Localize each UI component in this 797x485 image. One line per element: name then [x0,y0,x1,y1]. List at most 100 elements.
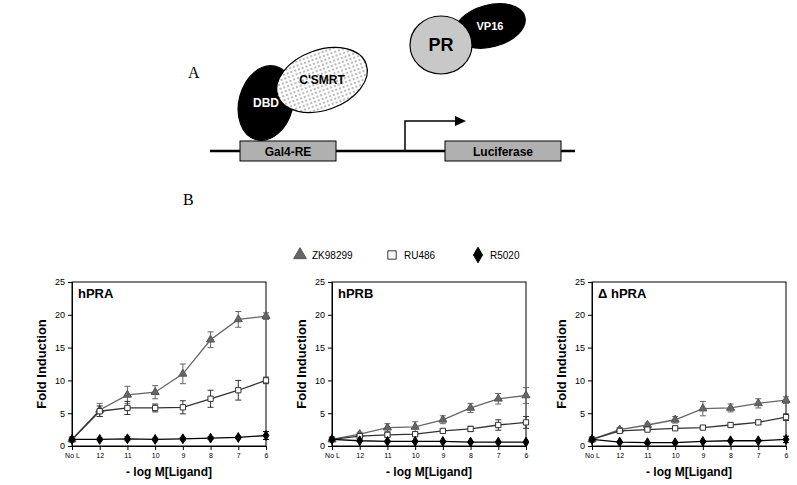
error-bar [468,426,474,431]
error-bar-cap [235,311,241,312]
x-tick-label: 10 [672,452,680,459]
series-marker [123,390,131,397]
x-tick: 8 [469,446,473,459]
x-tick-mark [471,446,472,450]
y-tick-mark [68,413,72,414]
y-tick: 0 [60,441,72,451]
y-tick-label: 5 [60,409,65,419]
series-marker [756,420,761,425]
y-axis: 0510152025 [315,277,333,451]
y-tick-mark [328,315,332,316]
y-tick-label: 20 [315,310,325,320]
x-tick-mark [675,446,676,450]
plot-data [68,311,270,444]
series-marker [179,369,187,376]
error-bar-cap [523,416,529,417]
y-tick-mark [588,380,592,381]
series-marker [180,405,185,410]
series-marker [467,403,475,410]
x-tick-label: 7 [497,452,501,459]
legend-marker [474,247,483,263]
x-tick-label: 6 [265,452,269,459]
series-marker [782,395,790,402]
y-tick-label: 10 [55,376,65,386]
x-tick-label: 11 [644,452,651,459]
series-marker [672,438,678,446]
y-tick-label: 0 [60,441,65,451]
y-tick-mark [328,413,332,414]
error-bar-cap [672,423,678,424]
y-tick-mark [328,446,332,447]
y-tick: 25 [315,277,332,287]
error-bar-cap [468,412,474,413]
x-axis-title: - log M[Ligand] [646,465,732,479]
y-tick-mark [588,348,592,349]
x-tick: 7 [757,446,761,459]
error-bar [440,429,446,433]
error-bar [208,390,214,407]
x-axis-title: - log M[Ligand] [126,465,212,479]
x-tick: 11 [384,446,391,459]
error-bar [263,377,269,384]
x-tick-label: 9 [701,452,705,459]
y-tick-mark [588,282,592,283]
x-tick-label: 8 [209,452,213,459]
dna-element [445,141,561,161]
x-tick: 8 [209,446,213,459]
series-marker [208,396,213,401]
error-bar-cap [700,401,706,402]
chart: 0510152025No L1211109876Fold Induction- … [34,277,270,479]
series-marker [727,403,735,410]
y-tick: 10 [575,376,592,386]
x-axis: No L1211109876 [325,446,528,459]
series-marker [329,435,335,445]
series-marker [494,394,502,401]
y-tick: 5 [580,409,592,419]
x-axis: No L1211109876 [585,446,788,459]
series-marker [728,422,733,427]
x-tick: 12 [96,446,104,459]
series-line [72,316,266,439]
error-bar-cap [755,407,761,408]
y-tick-mark [588,315,592,316]
error-bar-cap [728,411,734,412]
y-axis: 0510152025 [55,277,73,451]
x-tick: 10 [152,446,160,459]
x-tick: 12 [356,446,364,459]
y-axis-line [68,283,73,447]
series-marker [97,409,102,414]
x-tick-mark [786,446,787,450]
y-tick-mark [68,315,72,316]
legend-marker [388,251,396,259]
series-marker [755,436,761,446]
error-bar-cap [700,415,706,416]
dna-element-label: Luciferase [473,145,533,159]
x-tick: 6 [785,446,789,459]
protein [410,16,472,74]
error-bar [783,414,789,421]
series-marker [645,427,650,432]
y-tick-mark [588,413,592,414]
protein-label: DBD [253,96,279,110]
panel-label: A [188,64,200,81]
x-tick-label: 7 [757,452,761,459]
series-marker [69,435,75,445]
error-bar-cap [97,416,103,417]
y-axis-title: Fold Induction [34,319,49,409]
x-tick-mark [238,446,239,450]
x-tick: 9 [441,446,445,459]
error-bar [235,380,241,400]
x-tick: 11 [124,446,131,459]
series-marker [495,437,501,446]
series-marker [496,422,501,427]
legend: ZK98299RU486R5020 [294,247,520,263]
series-marker [523,437,529,446]
y-tick-label: 20 [55,310,65,320]
error-bar-cap [495,419,501,420]
error-bar-cap [180,383,186,384]
x-tick: 10 [412,446,420,459]
y-tick: 10 [315,376,332,386]
series-marker [385,436,391,446]
series-marker [262,311,270,318]
series-marker [643,420,651,427]
